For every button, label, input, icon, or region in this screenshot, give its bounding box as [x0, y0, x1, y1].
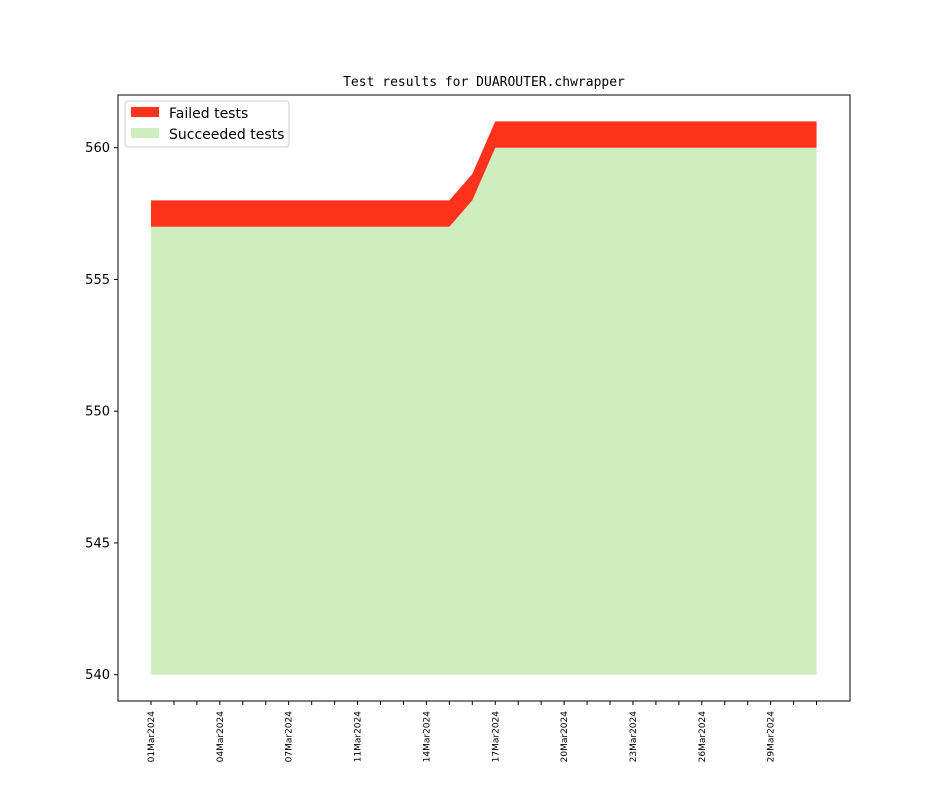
x-tick-label: 11Mar2024	[354, 711, 364, 763]
legend-label-failed: Failed tests	[169, 106, 248, 122]
legend-swatch-failed	[131, 107, 159, 117]
x-tick-label: 17Mar2024	[491, 711, 501, 763]
plot-frame	[117, 94, 851, 702]
series-area-succeeded	[151, 147, 817, 675]
legend-frame	[124, 100, 290, 148]
x-tick-label: 07Mar2024	[285, 711, 295, 763]
legend: Failed tests Succeeded tests	[124, 100, 290, 148]
x-tick-label: 20Mar2024	[560, 711, 570, 763]
plot-area	[151, 121, 817, 675]
x-tick-label: 01Mar2024	[147, 711, 157, 763]
y-tick-label: 555	[85, 273, 110, 288]
x-tick-label: 04Mar2024	[216, 711, 226, 763]
legend-swatch-succeeded	[131, 128, 159, 138]
y-tick-label: 540	[85, 668, 110, 683]
y-tick-label: 550	[85, 405, 110, 420]
series-area-failed	[151, 121, 817, 227]
x-tick-label: 23Mar2024	[629, 711, 639, 763]
y-tick-label: 560	[85, 141, 110, 156]
chart-title: Test results for DUAROUTER.chwrapper	[343, 75, 625, 90]
legend-label-succeeded: Succeeded tests	[169, 127, 284, 143]
x-tick-label: 14Mar2024	[422, 711, 432, 763]
x-tick-label: 26Mar2024	[698, 711, 708, 763]
y-tick-label: 545	[85, 536, 110, 551]
axes: 540 545 550 555 560 01Mar2024 04Mar2024 07Mar20…	[85, 94, 851, 763]
x-tick-label: 29Mar2024	[767, 711, 777, 763]
